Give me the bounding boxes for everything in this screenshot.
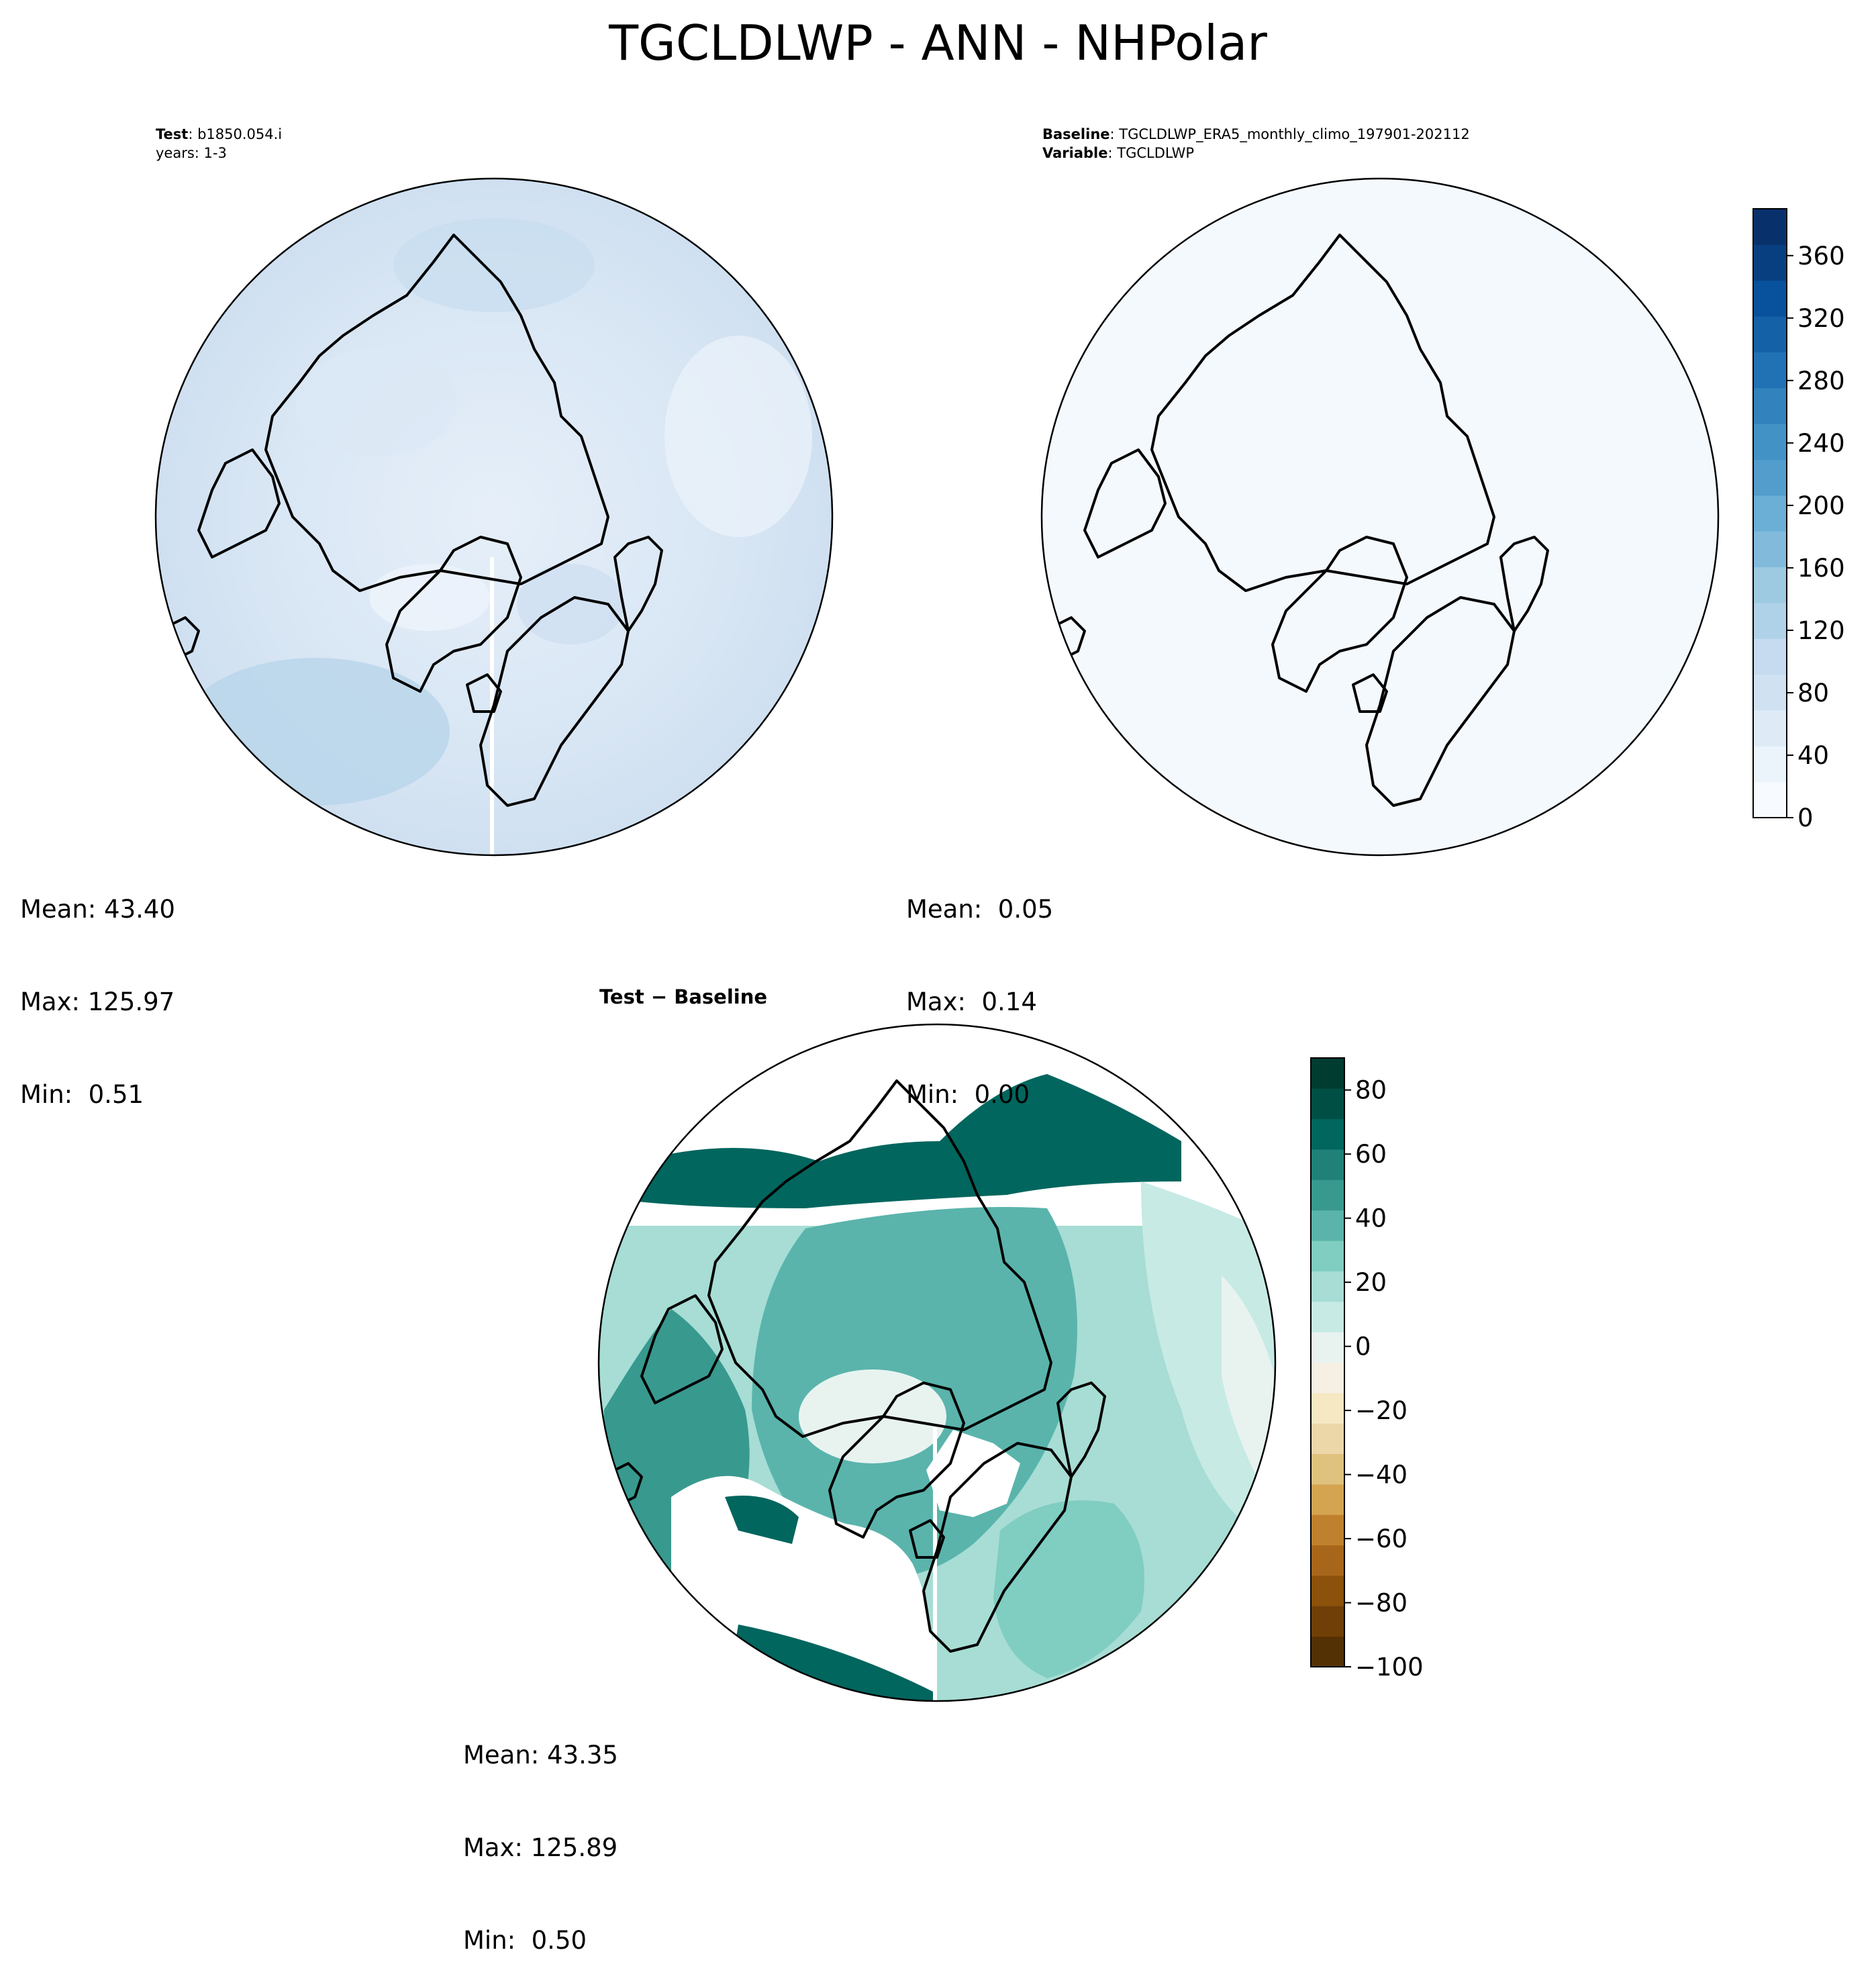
colorbar-tick-label: 200 [1797, 491, 1845, 520]
test-case: : b1850.054.i [188, 126, 283, 142]
colorbar-segment [1753, 459, 1787, 496]
colorbar-segment [1311, 1241, 1344, 1271]
diff-min: Min: 0.50 [463, 1926, 587, 1955]
colorbar-segment [1753, 352, 1787, 389]
baseline-mean: Mean: 0.05 [906, 895, 1054, 924]
colorbar-segment [1311, 1606, 1344, 1637]
colorbar-segment [1753, 638, 1787, 675]
colorbar-segment [1311, 1484, 1344, 1515]
colorbar-segment [1311, 1271, 1344, 1302]
baseline-header: Baseline: TGCLDLWP_ERA5_monthly_climo_19… [1042, 125, 1470, 162]
test-max: Max: 125.97 [20, 987, 175, 1016]
baseline-variable-label: Variable [1042, 145, 1108, 161]
colorbar-tick-label: −20 [1355, 1396, 1408, 1425]
colorbar-tick-label: −100 [1355, 1653, 1424, 1682]
colorbar-segment [1753, 710, 1787, 746]
colorbar-tick-label: 320 [1797, 304, 1845, 333]
colorbar-segment [1311, 1545, 1344, 1576]
diff-title: Test − Baseline [599, 985, 768, 1008]
baseline-label: Baseline [1042, 126, 1110, 142]
test-map [154, 177, 834, 857]
diff-max: Max: 125.89 [463, 1833, 618, 1862]
colorbar-segment [1753, 567, 1787, 603]
colorbar-tick-label: 80 [1797, 679, 1829, 708]
colorbar-segment [1311, 1392, 1344, 1424]
baseline-case: : TGCLDLWP_ERA5_monthly_climo_197901-202… [1109, 126, 1470, 142]
diff-mean: Mean: 43.35 [463, 1741, 618, 1770]
colorbar-segment [1753, 495, 1787, 532]
colorbar-segment [1311, 1088, 1344, 1120]
baseline-variable: : TGCLDLWP [1107, 145, 1195, 161]
colorbar-segment [1311, 1423, 1344, 1455]
colorbar-segment [1753, 316, 1787, 352]
colorbar-tick-label: 0 [1797, 804, 1814, 832]
test-years: years: 1-3 [156, 145, 227, 161]
colorbar-segment [1311, 1636, 1344, 1667]
colorbar-segment [1311, 1210, 1344, 1241]
test-header: Test: b1850.054.i years: 1-3 [156, 125, 282, 162]
colorbar-segment [1753, 209, 1787, 245]
colorbar-tick-label: 280 [1797, 367, 1845, 395]
colorbar-tick-label: 240 [1797, 429, 1845, 458]
colorbar-tick-label: 160 [1797, 554, 1845, 583]
colorbar-segment [1311, 1362, 1344, 1394]
colorbar-segment [1753, 746, 1787, 783]
colorbar-frame [1752, 208, 1787, 818]
test-mean: Mean: 43.40 [20, 895, 175, 924]
colorbar-tick-label: 40 [1797, 741, 1829, 770]
colorbar-tick-label: 80 [1355, 1076, 1387, 1105]
colorbar-segment [1311, 1301, 1344, 1332]
test-label: Test [156, 126, 189, 142]
colorbar-segment [1311, 1453, 1344, 1485]
test-min: Min: 0.51 [20, 1080, 144, 1109]
colorbar-segment [1753, 387, 1787, 424]
colorbar-segment [1753, 424, 1787, 460]
baseline-min: Min: 0.00 [906, 1080, 1030, 1109]
colorbar-tick-label: 60 [1355, 1140, 1387, 1169]
colorbar-segment [1311, 1118, 1344, 1150]
colorbar-blues: 0 40 80 120 160 200 240 280 320 360 [1752, 208, 1845, 832]
colorbar-tick-label: 20 [1355, 1268, 1387, 1297]
colorbar-segment [1311, 1179, 1344, 1211]
colorbar-segment [1753, 244, 1787, 281]
colorbar-segment [1311, 1514, 1344, 1546]
colorbar-frame [1310, 1057, 1345, 1667]
colorbar-segment [1311, 1149, 1344, 1180]
colorbar-tick-label: −60 [1355, 1524, 1408, 1553]
colorbar-segment [1753, 531, 1787, 568]
colorbar-segment [1753, 781, 1787, 818]
colorbar-tick-label: 40 [1355, 1204, 1387, 1233]
diff-stats: Mean: 43.35 Max: 125.89 Min: 0.50 [463, 1678, 618, 1987]
colorbar-tick-label: −40 [1355, 1461, 1408, 1490]
diff-map [597, 1023, 1277, 1702]
figure-title: TGCLDLWP - ANN - NHPolar [609, 15, 1267, 71]
baseline-max: Max: 0.14 [906, 987, 1037, 1016]
colorbar-segment [1311, 1058, 1344, 1089]
colorbar-brbg: −100 −80 −60 −40 −20 0 20 40 60 80 [1310, 1057, 1424, 1682]
colorbar-segment [1753, 674, 1787, 711]
test-stats: Mean: 43.40 Max: 125.97 Min: 0.51 [20, 832, 175, 1141]
colorbar-tick-label: 0 [1355, 1332, 1371, 1361]
colorbar-segment [1311, 1332, 1344, 1363]
baseline-map [1040, 177, 1720, 857]
colorbar-segment [1753, 280, 1787, 317]
colorbar-segment [1753, 602, 1787, 639]
colorbar-tick-label: −80 [1355, 1589, 1408, 1618]
colorbar-tick-label: 120 [1797, 616, 1845, 645]
colorbar-tick-label: 360 [1797, 242, 1845, 271]
colorbar-segment [1311, 1575, 1344, 1606]
baseline-stats: Mean: 0.05 Max: 0.14 Min: 0.00 [906, 832, 1053, 1141]
